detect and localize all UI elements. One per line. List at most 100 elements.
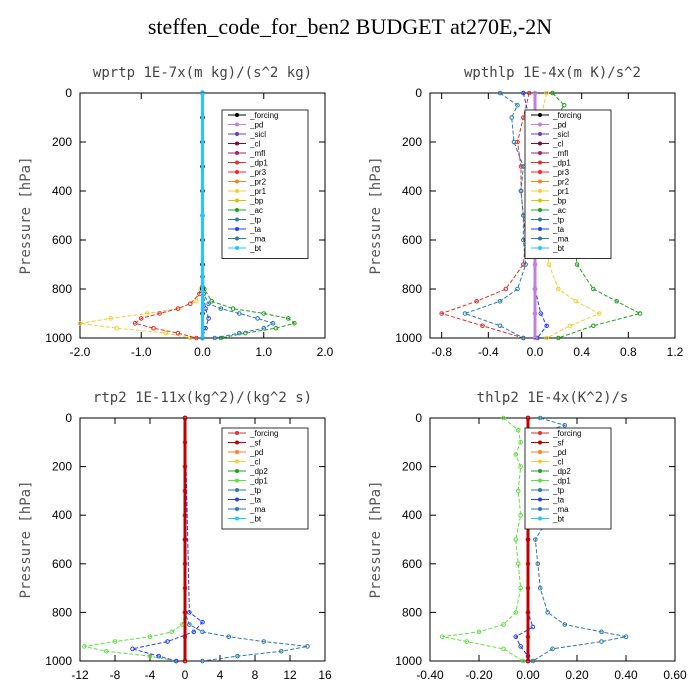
series-point bbox=[464, 639, 470, 644]
series-point bbox=[518, 440, 523, 445]
series-point bbox=[261, 639, 267, 644]
legend-entry: _pr3 bbox=[249, 168, 267, 177]
y-tick-label: 1000 bbox=[395, 654, 422, 668]
series-point bbox=[591, 323, 596, 329]
series-point bbox=[235, 653, 240, 659]
series-point bbox=[556, 335, 561, 341]
legend-entry: _pr1 bbox=[552, 187, 570, 196]
series-point bbox=[175, 330, 181, 336]
series-point bbox=[261, 311, 267, 316]
y-tick-label: 800 bbox=[52, 282, 72, 296]
x-tick-label: 16 bbox=[318, 668, 332, 682]
series-point bbox=[182, 658, 188, 664]
series-point bbox=[520, 658, 526, 664]
series-point bbox=[550, 646, 555, 652]
series-line-tp bbox=[463, 92, 527, 339]
series-point bbox=[497, 90, 503, 96]
series-point bbox=[532, 311, 538, 316]
series-point bbox=[147, 634, 153, 640]
series-line-tp bbox=[184, 418, 308, 662]
x-tick-label: 0.4 bbox=[573, 345, 590, 359]
series-point bbox=[599, 629, 604, 635]
legend-entry: _ta bbox=[552, 496, 565, 505]
series-point bbox=[501, 622, 506, 627]
legend-entry: _ta bbox=[552, 225, 565, 234]
series-point bbox=[544, 323, 549, 329]
series-point bbox=[182, 415, 188, 421]
legend-entry: _dp1 bbox=[249, 159, 268, 168]
legend-entry: _pr3 bbox=[552, 168, 570, 177]
series-point bbox=[165, 639, 170, 644]
legend-marker bbox=[235, 516, 239, 521]
legend-entry: _tp bbox=[552, 216, 565, 225]
series-point bbox=[599, 639, 604, 644]
series-point bbox=[439, 634, 445, 640]
legend-marker bbox=[538, 122, 542, 127]
legend-marker bbox=[235, 198, 239, 203]
y-tick-label: 600 bbox=[402, 233, 422, 247]
x-tick-label: 2.0 bbox=[317, 345, 334, 359]
legend-marker bbox=[538, 497, 542, 502]
series-point bbox=[530, 624, 536, 630]
legend-entry: _pd bbox=[552, 121, 566, 130]
series-point bbox=[255, 316, 260, 321]
series-point bbox=[526, 90, 532, 96]
series-point bbox=[515, 488, 521, 494]
legend-entry: _mfl bbox=[552, 149, 568, 158]
legend-marker bbox=[235, 440, 239, 445]
series-point bbox=[515, 286, 520, 292]
y-tick-label: 1000 bbox=[395, 331, 422, 345]
series-point bbox=[187, 610, 192, 615]
legend-marker bbox=[235, 217, 239, 222]
legend-entry: _ta bbox=[249, 225, 262, 234]
chart-panel-4: thlp2 1E-4x(K^2)/s Pressure [hPa] -0.40 -0.… bbox=[368, 390, 687, 682]
legend-entry: _forcing bbox=[249, 429, 278, 438]
series-point bbox=[206, 301, 211, 307]
series-point bbox=[439, 311, 444, 316]
series-point bbox=[200, 629, 205, 635]
series-line-pr1 bbox=[79, 93, 203, 339]
legend-marker bbox=[538, 189, 542, 193]
series-point bbox=[480, 323, 485, 329]
legend-marker bbox=[235, 151, 239, 155]
legend-marker bbox=[235, 141, 239, 146]
legend-entry: _ma bbox=[552, 235, 569, 244]
y-tick-label: 0 bbox=[65, 411, 72, 425]
legend-entry: _sicl bbox=[552, 130, 569, 139]
legend-marker bbox=[235, 160, 239, 165]
y-axis-label: Pressure [hPa] bbox=[368, 156, 384, 274]
series-point bbox=[156, 653, 162, 659]
legend-marker bbox=[538, 179, 542, 184]
legend-marker bbox=[235, 469, 239, 473]
series-point bbox=[538, 311, 544, 316]
y-tick-label: 1000 bbox=[45, 654, 72, 668]
legend-entry: _sicl bbox=[249, 130, 266, 139]
series-point bbox=[212, 335, 218, 341]
series-point bbox=[243, 330, 248, 336]
x-tick-label: 1.2 bbox=[667, 345, 684, 359]
legend-marker bbox=[538, 227, 542, 231]
series-point bbox=[114, 325, 120, 331]
x-tick-label: -2.0 bbox=[70, 345, 91, 359]
series-point bbox=[525, 658, 531, 664]
legend-marker bbox=[538, 459, 542, 464]
series-point bbox=[518, 585, 523, 591]
legend-entry: _pr2 bbox=[249, 178, 267, 187]
series-point bbox=[562, 622, 568, 627]
series-point bbox=[544, 335, 549, 341]
legend-marker bbox=[235, 459, 239, 464]
series-point bbox=[270, 321, 276, 326]
legend-entry: _cl bbox=[249, 140, 260, 149]
series-point bbox=[273, 325, 279, 331]
legend-entry: _pd bbox=[552, 448, 566, 457]
figure-title: steffen_code_for_ben2 BUDGET at270E,-2N bbox=[147, 14, 553, 39]
x-tick-label: 0.60 bbox=[663, 668, 687, 682]
series-point bbox=[77, 321, 83, 326]
series-point bbox=[532, 90, 538, 96]
legend-marker bbox=[235, 246, 239, 250]
legend-entry: _cl bbox=[249, 458, 260, 467]
series-point bbox=[537, 415, 543, 421]
series-point bbox=[200, 213, 205, 218]
legend-marker bbox=[235, 189, 239, 193]
